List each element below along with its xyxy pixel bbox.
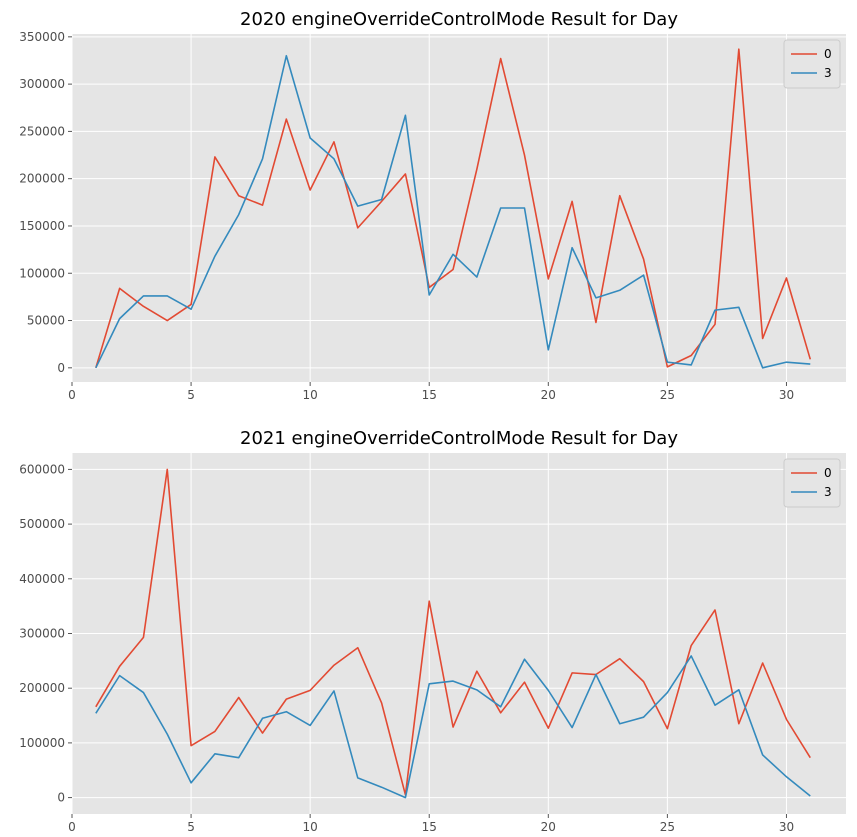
y-tick-label: 250000 xyxy=(19,124,65,138)
x-tick-label: 30 xyxy=(779,820,794,834)
y-tick-label: 0 xyxy=(57,791,65,805)
legend-label-3: 3 xyxy=(824,485,832,499)
x-tick-label: 10 xyxy=(303,820,318,834)
x-tick-label: 10 xyxy=(303,388,318,402)
legend: 03 xyxy=(783,458,841,508)
x-tick-label: 25 xyxy=(660,820,675,834)
chart-title: 2020 engineOverrideControlMode Result fo… xyxy=(240,9,678,30)
y-tick-label: 200000 xyxy=(19,681,65,695)
y-tick-label: 100000 xyxy=(19,736,65,750)
x-tick-label: 20 xyxy=(541,388,556,402)
y-tick-label: 300000 xyxy=(19,77,65,91)
legend-label-0: 0 xyxy=(824,47,832,61)
y-tick-label: 150000 xyxy=(19,219,65,233)
x-tick-label: 20 xyxy=(541,820,556,834)
y-tick-label: 400000 xyxy=(19,572,65,586)
x-tick-label: 30 xyxy=(779,388,794,402)
series-line-3 xyxy=(95,54,811,369)
x-tick-label: 5 xyxy=(187,388,195,402)
legend-label-3: 3 xyxy=(824,66,832,80)
x-tick-label: 5 xyxy=(187,820,195,834)
y-tick-label: 500000 xyxy=(19,517,65,531)
legend-box xyxy=(783,39,841,89)
y-tick-label: 600000 xyxy=(19,462,65,476)
chart-title: 2021 engineOverrideControlMode Result fo… xyxy=(240,428,678,449)
y-tick-label: 200000 xyxy=(19,172,65,186)
x-tick-label: 25 xyxy=(660,388,675,402)
x-tick-label: 0 xyxy=(68,388,76,402)
series-line-0 xyxy=(95,468,811,796)
legend-label-0: 0 xyxy=(824,466,832,480)
plot-area xyxy=(72,34,846,382)
y-tick-label: 100000 xyxy=(19,266,65,280)
y-tick-label: 300000 xyxy=(19,627,65,641)
series-line-3 xyxy=(95,655,811,799)
chart-panel-0: 0500001000001500002000002500003000003500… xyxy=(19,9,846,402)
x-tick-label: 15 xyxy=(422,388,437,402)
y-tick-label: 350000 xyxy=(19,30,65,44)
legend-box xyxy=(783,458,841,508)
legend: 03 xyxy=(783,39,841,89)
x-tick-label: 0 xyxy=(68,820,76,834)
x-tick-label: 15 xyxy=(422,820,437,834)
y-tick-label: 50000 xyxy=(27,314,65,328)
y-tick-label: 0 xyxy=(57,361,65,375)
chart-panel-1: 0 100000 200000 300000 400000 500000 600000 0 5 1… xyxy=(19,428,846,834)
series-line-0 xyxy=(95,48,812,369)
